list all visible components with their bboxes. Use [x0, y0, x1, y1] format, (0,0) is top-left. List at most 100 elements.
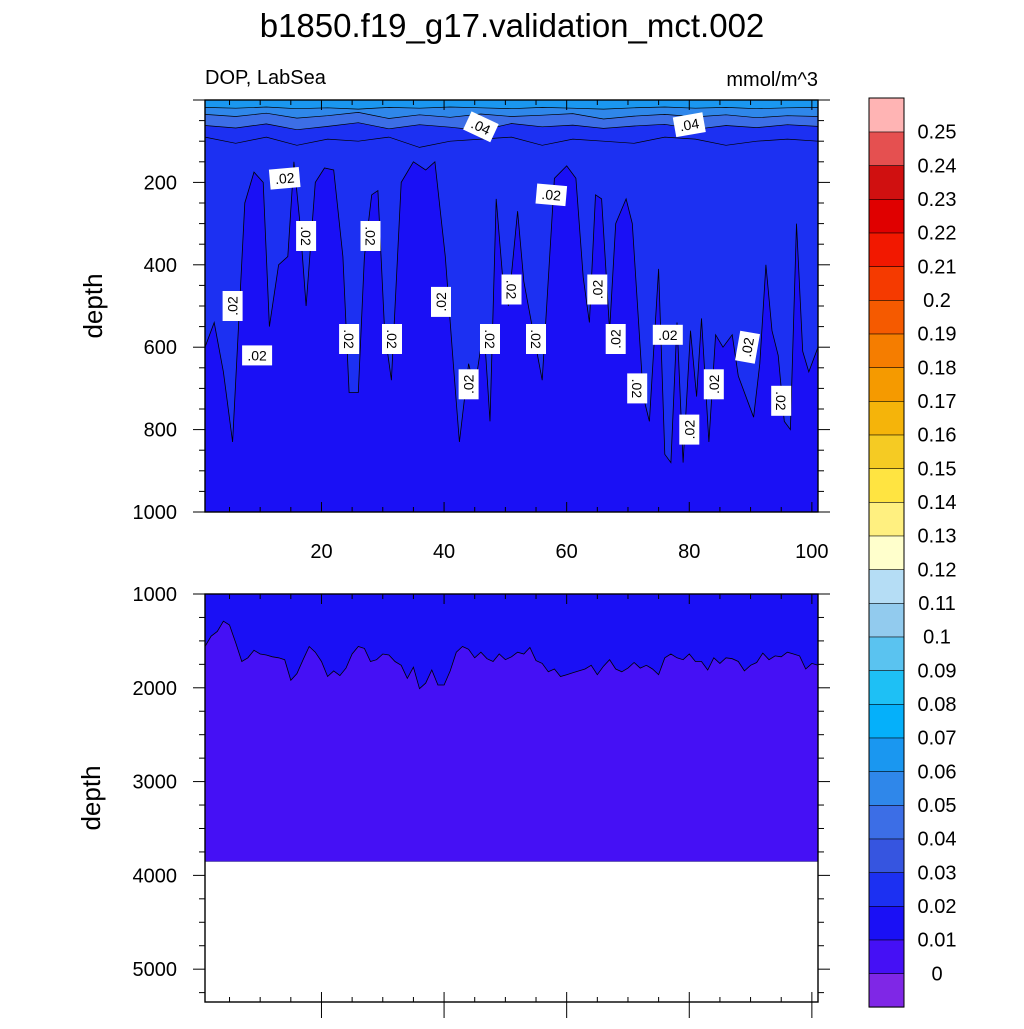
colorbar-label: 0.2 [923, 290, 951, 312]
top-panel-x-tick-label: 40 [433, 541, 455, 563]
colorbar-label: 0.22 [918, 223, 957, 245]
contour-label-box [268, 167, 301, 190]
contour-label: .02 [501, 274, 522, 305]
top-panel-x-tick-label: 20 [310, 541, 332, 563]
contour-line-001 [204, 620, 819, 690]
colorbar-label: 0.11 [918, 593, 955, 615]
contour-label-text: .02 [706, 374, 722, 394]
top-panel-band-contour [204, 106, 819, 110]
colorbar-swatch [868, 939, 905, 974]
colorbar-swatch [868, 333, 905, 368]
bottom-panel-ylabel: depth [76, 765, 106, 830]
contour-label-text: .02 [608, 329, 624, 349]
colorbar-label: 0.18 [918, 357, 957, 379]
colorbar-swatch [868, 266, 905, 301]
contour-label: .02 [771, 385, 792, 416]
colorbar-label: 0.03 [918, 862, 957, 884]
contour-label: .02 [296, 221, 317, 251]
colorbar-label: 0.01 [918, 930, 957, 952]
contour-label: .02 [458, 369, 479, 400]
colorbar-swatch [868, 299, 905, 335]
contour-label-text: .02 [247, 347, 267, 363]
contour-line-002 [204, 160, 819, 464]
contour-label-text: .02 [225, 296, 241, 316]
contour-label-box [463, 111, 499, 143]
contour-label-box [242, 345, 273, 366]
colorbar-swatch [868, 670, 905, 705]
colorbar-swatch [868, 97, 905, 133]
colorbar-label: 0.1 [923, 627, 951, 649]
contour-label-text: .02 [681, 420, 697, 440]
top-panel-y-tick-label: 800 [144, 420, 177, 442]
chart-title: b1850.f19_g17.validation_mct.002 [260, 7, 765, 44]
top-panel-y-tick-label: 400 [144, 255, 177, 277]
bottom-panel-y-tick-label: 3000 [133, 772, 178, 794]
colorbar-swatch [868, 737, 905, 772]
contour-label: .04 [672, 112, 706, 138]
contour-label-text: .02 [433, 292, 449, 312]
colorbar-label: 0.23 [918, 189, 957, 211]
contour-label: .04 [463, 111, 499, 143]
top-panel-ylabel: depth [78, 273, 108, 338]
contour-label-box [526, 324, 546, 354]
colorbar-label: 0.14 [918, 492, 957, 514]
top-panel-band-contour [204, 136, 819, 148]
contour-label-text: .04 [469, 115, 494, 138]
colorbar-label: 0.12 [918, 559, 957, 581]
contour-label-text: .02 [298, 226, 314, 246]
colorbar-swatch [868, 400, 905, 436]
contour-label-box [382, 324, 402, 354]
contour-label-box [339, 324, 360, 354]
colorbar-swatch [868, 771, 905, 806]
colorbar-swatch [868, 804, 905, 840]
colorbar-swatch [868, 872, 905, 907]
contour-label: .02 [703, 369, 724, 400]
contour-label-text: .02 [482, 329, 498, 349]
top-panel-y-tick-label: 600 [144, 337, 177, 359]
bottom-panel-y-tick-label: 2000 [133, 678, 178, 700]
colorbar-label: 0.05 [918, 795, 957, 817]
top-panel: .04 .04 .02 .02 .02 .02 .02 .02 .02 .02 .02 .02 .02.… [133, 99, 830, 563]
contour-label-box [587, 274, 608, 305]
contour-label: .02 [652, 324, 683, 345]
contour-label: .02 [480, 324, 500, 354]
colorbar-swatch [868, 232, 905, 267]
contour-label-text: .02 [589, 280, 605, 300]
colorbar-swatch [868, 468, 905, 503]
contour-label-box [535, 183, 568, 207]
contour-label-text: .02 [738, 336, 757, 358]
contour-label-text: .02 [384, 329, 400, 349]
variable-region-label: DOP, LabSea [205, 67, 327, 89]
colorbar-label: 0.08 [918, 694, 957, 716]
bottom-panel: 1000 2000 3000 4000 5000 [133, 584, 830, 1018]
contour-label-text: .02 [658, 327, 678, 343]
contour-label-box [735, 330, 760, 364]
colorbar-swatch [868, 703, 905, 739]
contour-label-text: .02 [341, 329, 357, 349]
colorbar-swatch [868, 838, 905, 873]
contour-label-box [360, 221, 381, 251]
colorbar-swatch [868, 198, 905, 234]
colorbar-swatch [868, 131, 905, 166]
colorbar-frame [868, 97, 905, 1008]
colorbar-label: 0.13 [918, 526, 957, 548]
bottom-panel-y-tick-label: 5000 [133, 959, 178, 981]
contour-label-box [679, 414, 700, 445]
top-panel-y-tick-label: 1000 [133, 502, 178, 524]
bottom-panel-fill-001-002 [205, 594, 818, 689]
contour-label: .02 [735, 330, 760, 364]
contour-label-box [672, 112, 706, 138]
colorbar-swatch [868, 905, 905, 941]
top-panel-y-tick-label: 200 [144, 172, 177, 194]
contour-label: .02 [605, 324, 626, 354]
contour-label-box [501, 274, 522, 305]
bottom-panel-y-tick-label: 1000 [133, 584, 178, 606]
contour-label-text: .02 [528, 329, 544, 349]
colorbar-label: 0.24 [918, 155, 957, 177]
colorbar-label: 0.19 [918, 324, 957, 346]
bottom-panel-y-tick-label: 4000 [133, 865, 178, 887]
contour-label: .02 [339, 324, 360, 354]
contour-label: .02 [242, 345, 273, 366]
top-panel-band-contour [204, 122, 819, 131]
